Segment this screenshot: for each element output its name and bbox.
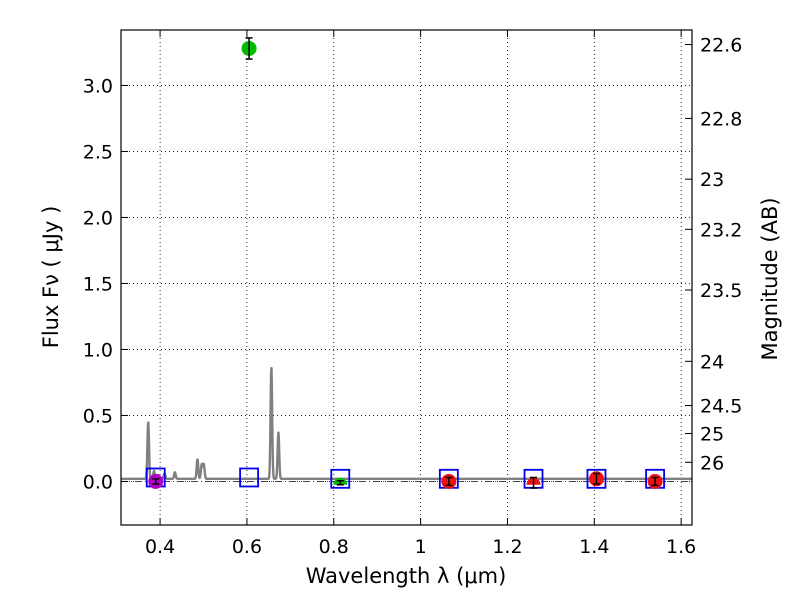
magnitude-tick-label: 25 <box>700 424 724 446</box>
plot-frame <box>120 29 693 526</box>
x-axis-label: Wavelength λ (μm) <box>306 564 507 588</box>
x-tick-label: 0.8 <box>319 536 349 558</box>
grid-lines <box>121 30 692 525</box>
magnitude-tick-label: 24 <box>700 351 724 373</box>
y-axis-ticks: 0.0 0.5 1.0 1.5 2.0 2.5 3.0 <box>83 75 128 493</box>
y-axis-label: Flux Fν ( μJy ) <box>39 206 63 349</box>
x-tick-label: 0.6 <box>232 536 262 558</box>
y-tick-label: 0.5 <box>83 405 113 427</box>
y-tick-label: 3.0 <box>83 75 113 97</box>
model-points <box>145 467 665 489</box>
magnitude-axis-label: Magnitude (AB) <box>758 197 782 360</box>
y-tick-label: 1.0 <box>83 339 113 361</box>
x-tick-label: 1.2 <box>492 536 522 558</box>
magnitude-tick-label: 26 <box>700 452 724 474</box>
magnitude-axis-ticks: 22.6 22.8 23 23.2 23.5 24 24.5 25 26 <box>685 35 742 474</box>
model-point-box <box>330 468 351 489</box>
magnitude-tick-label: 24.5 <box>700 396 742 418</box>
x-tick-label: 1.4 <box>579 536 609 558</box>
y-tick-label: 2.5 <box>83 141 113 163</box>
model-point-box <box>239 467 259 488</box>
magnitude-tick-label: 23 <box>700 169 724 191</box>
magnitude-tick-label: 23.5 <box>700 280 742 302</box>
x-tick-label: 1 <box>415 536 427 558</box>
magnitude-tick-label: 22.6 <box>700 35 742 57</box>
magnitude-tick-label: 22.8 <box>700 108 742 130</box>
magnitude-tick-label: 23.2 <box>700 219 742 241</box>
x-axis-ticks: 0.4 0.6 0.8 1 1.2 1.4 1.6 <box>145 30 696 558</box>
x-tick-label: 1.6 <box>666 536 696 558</box>
model-spectrum <box>120 366 693 480</box>
y-tick-label: 0.0 <box>83 471 113 493</box>
model-point-box <box>586 468 607 489</box>
y-tick-label: 1.5 <box>83 273 113 295</box>
observed-points <box>148 37 663 489</box>
spectrum-line <box>120 366 693 480</box>
y-tick-label: 2.0 <box>83 207 113 229</box>
x-tick-label: 0.4 <box>145 536 175 558</box>
